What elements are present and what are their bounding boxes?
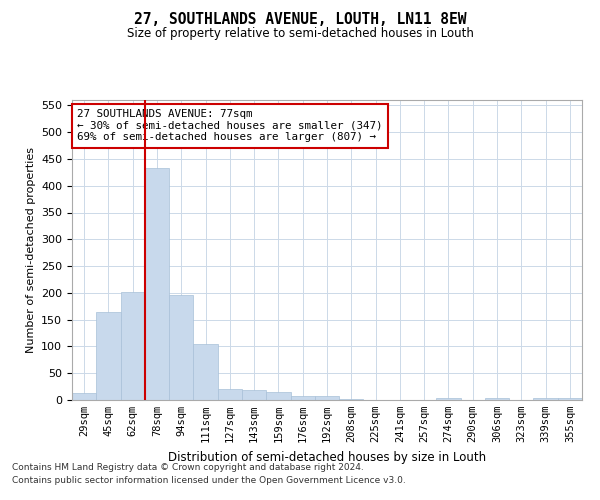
Bar	[266, 392, 290, 400]
Bar	[193, 344, 218, 400]
Bar	[436, 398, 461, 400]
Bar	[169, 295, 193, 400]
Bar	[242, 390, 266, 400]
Bar	[485, 398, 509, 400]
Text: Contains public sector information licensed under the Open Government Licence v3: Contains public sector information licen…	[12, 476, 406, 485]
Bar	[121, 292, 145, 400]
Y-axis label: Number of semi-detached properties: Number of semi-detached properties	[26, 147, 35, 353]
Text: 27, SOUTHLANDS AVENUE, LOUTH, LN11 8EW: 27, SOUTHLANDS AVENUE, LOUTH, LN11 8EW	[134, 12, 466, 28]
Bar	[558, 398, 582, 400]
X-axis label: Distribution of semi-detached houses by size in Louth: Distribution of semi-detached houses by …	[168, 450, 486, 464]
Text: Size of property relative to semi-detached houses in Louth: Size of property relative to semi-detach…	[127, 28, 473, 40]
Bar	[145, 168, 169, 400]
Text: 27 SOUTHLANDS AVENUE: 77sqm
← 30% of semi-detached houses are smaller (347)
69% : 27 SOUTHLANDS AVENUE: 77sqm ← 30% of sem…	[77, 109, 383, 142]
Text: Contains HM Land Registry data © Crown copyright and database right 2024.: Contains HM Land Registry data © Crown c…	[12, 464, 364, 472]
Bar	[290, 396, 315, 400]
Bar	[72, 393, 96, 400]
Bar	[218, 390, 242, 400]
Bar	[315, 396, 339, 400]
Bar	[533, 398, 558, 400]
Bar	[96, 312, 121, 400]
